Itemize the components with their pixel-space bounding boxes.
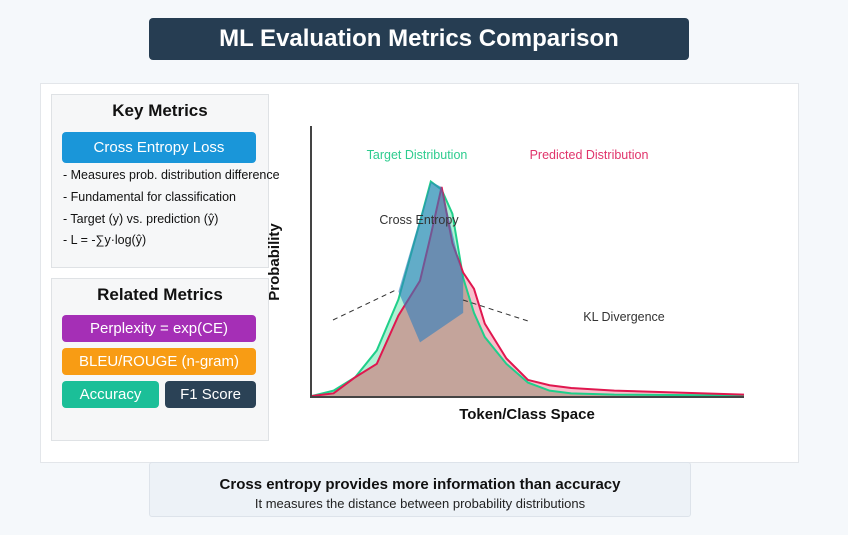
perplexity-label: Perplexity = exp(CE) [90,320,228,337]
footer-subline: It measures the distance between probabi… [254,496,586,511]
bullet-item: - L = -∑y·log(ŷ) [63,233,147,247]
bullet-item: - Measures prob. distribution difference [63,168,280,182]
cross-entropy-label: Cross Entropy Loss [93,139,225,156]
distribution-areas [311,179,745,397]
cross-entropy-pointer-line [332,288,399,321]
bleu-rouge-badge: BLEU/ROUGE (n-gram) [62,348,256,375]
accuracy-badge: Accuracy [62,381,159,408]
page-title: ML Evaluation Metrics Comparison [149,18,689,60]
footer-callout: Cross entropy provides more information … [149,462,691,517]
bullet-item: - Fundamental for classification [63,190,236,204]
y-axis-label: Probability [266,223,283,301]
accuracy-label: Accuracy [79,386,142,403]
key-metrics-panel: Key Metrics [51,94,269,268]
key-metrics-title: Key Metrics [112,101,208,120]
footer-headline: Cross entropy provides more information … [219,476,621,493]
perplexity-badge: Perplexity = exp(CE) [62,315,256,342]
line-target-distribution [311,179,745,397]
predicted-distribution-label: Predicted Distribution [530,148,649,162]
bullet-item: - Target (y) vs. prediction (ŷ) [63,212,219,226]
target-distribution-label: Target Distribution [367,148,468,162]
f1-score-label: F1 Score [180,386,241,403]
cross-entropy-overlap [398,181,464,343]
bleu-rouge-label: BLEU/ROUGE (n-gram) [78,353,240,370]
line-predicted-distribution [311,186,745,397]
f1-score-badge: F1 Score [165,381,256,408]
kl-divergence-pointer-line [462,299,529,322]
x-axis-label: Token/Class Space [459,406,595,423]
related-metrics-title: Related Metrics [97,285,223,304]
cross-entropy-annotation: Cross Entropy [379,213,459,227]
overlap-area [312,189,744,396]
kl-divergence-annotation: KL Divergence [583,310,665,324]
cross-entropy-badge: Cross Entropy Loss [62,132,256,163]
